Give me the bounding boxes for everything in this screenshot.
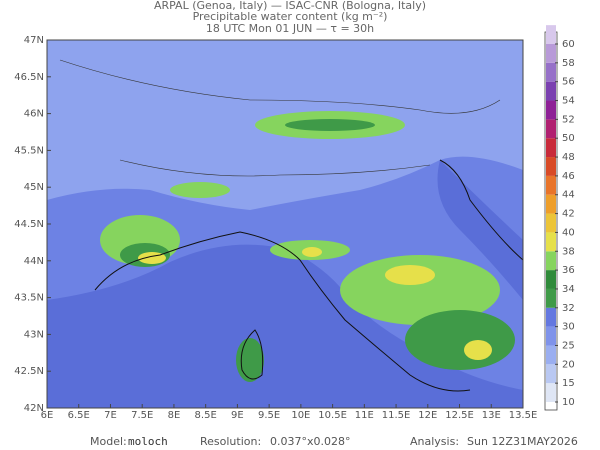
lat-label: 46N	[24, 109, 44, 120]
lon-label: 7E	[104, 410, 117, 421]
colorbar-swatch	[546, 157, 556, 176]
lat-label: 43.5N	[14, 293, 44, 304]
colorbar-label: 34	[562, 284, 575, 295]
colorbar-label: 52	[562, 114, 575, 125]
colorbar-swatch	[546, 81, 556, 101]
colorbar-swatch	[546, 119, 556, 139]
colorbar-label: 48	[562, 152, 575, 163]
lon-label: 11.5E	[382, 410, 411, 421]
title-line: Precipitable water content (kg m⁻²)	[193, 10, 388, 23]
lat-label: 44N	[24, 256, 44, 267]
colorbar-label: 25	[562, 340, 575, 351]
colorbar-label: 32	[562, 303, 575, 314]
colorbar-swatch	[546, 383, 556, 402]
colorbar-swatch	[546, 138, 556, 158]
colorbar-swatch	[546, 364, 556, 384]
colorbar-swatch	[546, 345, 556, 365]
colorbar-label: 50	[562, 133, 575, 144]
lon-label: 6E	[41, 410, 54, 421]
colorbar-swatch	[546, 288, 556, 308]
lat-label: 44.5N	[14, 219, 44, 230]
lat-label: 42.5N	[14, 366, 44, 377]
colorbar-label: 46	[562, 171, 575, 182]
lon-label: 10E	[291, 410, 310, 421]
colorbar-swatch	[546, 194, 556, 214]
lon-label: 10.5E	[318, 410, 347, 421]
colorbar-swatch	[546, 44, 556, 63]
lat-label: 45N	[24, 182, 44, 193]
colorbar-label: 38	[562, 246, 575, 257]
colorbar-label: 30	[562, 322, 575, 333]
lat-label: 45.5N	[14, 145, 44, 156]
lat-label: 46.5N	[14, 72, 44, 83]
colorbar-label: 40	[562, 227, 575, 238]
colorbar-swatch	[546, 326, 556, 346]
lon-label: 12.5E	[445, 410, 474, 421]
lat-label: 42N	[24, 403, 44, 414]
lon-label: 13.5E	[509, 410, 538, 421]
colorbar-swatch	[546, 62, 556, 82]
colorbar-label: 56	[562, 77, 575, 88]
footer-value: 0.037°x0.028°	[270, 435, 351, 448]
colorbar-swatch	[546, 175, 556, 195]
colorbar-swatch	[546, 25, 556, 44]
colorbar-swatch	[546, 213, 556, 233]
lat-label: 43N	[24, 329, 44, 340]
colorbar-label: 42	[562, 209, 575, 220]
footer-label: Resolution:	[200, 435, 261, 448]
colorbar-label: 60	[562, 39, 575, 50]
colorbar-swatch	[546, 251, 556, 271]
colorbar-swatch	[546, 270, 556, 289]
colorbar-swatch	[546, 307, 556, 327]
colorbar-label: 54	[562, 96, 575, 107]
lon-label: 9E	[231, 410, 244, 421]
lon-label: 9.5E	[258, 410, 280, 421]
colorbar-label: 20	[562, 359, 575, 370]
lat-label: 47N	[24, 35, 44, 46]
lon-label: 7.5E	[131, 410, 153, 421]
lon-label: 6.5E	[68, 410, 90, 421]
title-line: ARPAL (Genoa, Italy) — ISAC-CNR (Bologna…	[154, 0, 426, 12]
lon-label: 13E	[482, 410, 501, 421]
colorbar-label: 15	[562, 378, 575, 389]
colorbar-label: 10	[562, 397, 575, 408]
map	[47, 40, 523, 408]
footer-value: moloch	[128, 435, 168, 448]
footer-label: Model:	[90, 435, 127, 448]
footer-label: Analysis:	[410, 435, 459, 448]
lon-label: 8.5E	[195, 410, 217, 421]
lon-label: 12E	[418, 410, 437, 421]
lon-label: 11E	[355, 410, 374, 421]
footer-value: Sun 12Z31MAY2026	[467, 435, 578, 448]
colorbar-swatch	[546, 100, 556, 120]
colorbar-label: 44	[562, 190, 575, 201]
colorbar-label: 58	[562, 58, 575, 69]
title-line: 18 UTC Mon 01 JUN — τ = 30h	[206, 22, 374, 35]
lon-label: 8E	[168, 410, 181, 421]
colorbar-label: 36	[562, 265, 575, 276]
colorbar-swatch	[546, 232, 556, 252]
